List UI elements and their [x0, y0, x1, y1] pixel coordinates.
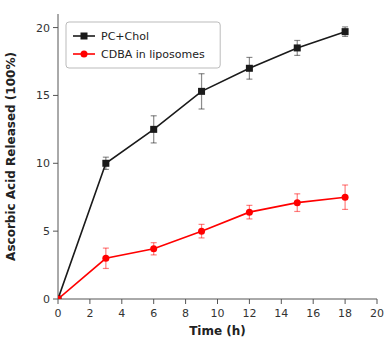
y-tick-label: 20: [36, 22, 50, 35]
error-cap: [294, 55, 300, 56]
legend-box: [66, 22, 220, 68]
axes: 0 2 4 6 8 10 12 14 16 18 20 0 5 10 15 20: [36, 14, 384, 320]
x-tick-label: 20: [370, 307, 384, 320]
y-tick: [53, 163, 58, 164]
error-bar: [103, 248, 109, 268]
x-tick-label: 18: [338, 307, 352, 320]
error-bar: [151, 116, 157, 143]
error-cap: [246, 218, 252, 219]
x-tick: [281, 299, 282, 304]
error-bar: [199, 74, 205, 109]
error-cap: [199, 237, 205, 238]
y-tick: [53, 299, 58, 300]
y-tick-label: 10: [36, 157, 50, 170]
x-tick-label: 6: [150, 307, 157, 320]
legend-marker: [81, 51, 88, 58]
error-cap: [294, 211, 300, 212]
x-tick: [345, 299, 346, 304]
error-bar: [294, 40, 300, 55]
y-axis-label: Ascorbic Acid Released (100%): [4, 52, 18, 261]
error-cap: [246, 205, 252, 206]
error-cap: [294, 193, 300, 194]
x-tick: [153, 299, 154, 304]
point: [102, 160, 109, 167]
error-cap: [151, 242, 157, 243]
y-tick-label: 15: [36, 89, 50, 102]
error-bar: [199, 224, 205, 238]
x-tick: [377, 299, 378, 304]
y-axis-line: [58, 14, 59, 299]
x-tick: [89, 299, 90, 304]
x-tick: [249, 299, 250, 304]
y-tick: [53, 231, 58, 232]
x-tick: [313, 299, 314, 304]
x-tick: [217, 299, 218, 304]
error-cap: [246, 57, 252, 58]
point: [246, 65, 253, 72]
error-bar: [246, 57, 252, 79]
point: [246, 209, 253, 216]
error-cap: [246, 79, 252, 80]
x-tick-label: 10: [211, 307, 225, 320]
error-bar: [294, 194, 300, 212]
error-cap: [103, 157, 109, 158]
x-tick-label: 0: [55, 307, 62, 320]
error-bar: [151, 243, 157, 255]
error-cap: [199, 73, 205, 74]
error-bar: [342, 27, 348, 37]
x-axis-line: [58, 299, 377, 300]
point: [150, 126, 157, 133]
error-cap: [294, 40, 300, 41]
x-tick: [121, 299, 122, 304]
error-cap: [151, 142, 157, 143]
error-cap: [342, 184, 348, 185]
x-tick: [185, 299, 186, 304]
legend-label: CDBA in liposomes: [101, 48, 205, 61]
point: [150, 245, 157, 252]
x-tick: [58, 299, 59, 304]
point: [294, 44, 301, 51]
error-bar: [246, 205, 252, 219]
error-cap: [199, 224, 205, 225]
point: [198, 88, 205, 95]
error-cap: [151, 115, 157, 116]
x-tick-label: 2: [86, 307, 93, 320]
point: [342, 28, 349, 35]
error-cap: [342, 26, 348, 27]
x-axis-label: Time (h): [189, 324, 246, 338]
legend-label: PC+Chol: [101, 30, 149, 43]
error-bar: [342, 185, 348, 209]
y-tick-label: 5: [43, 225, 50, 238]
error-cap: [151, 254, 157, 255]
legend: PC+Chol CDBA in liposomes: [66, 22, 220, 68]
x-tick-label: 4: [118, 307, 125, 320]
x-tick-label: 12: [242, 307, 256, 320]
point: [198, 228, 205, 235]
x-tick-label: 16: [306, 307, 320, 320]
chart: 0 2 4 6 8 10 12 14 16 18 20 0 5 10 15 20 Time (h) Ascorbi…: [0, 0, 391, 345]
point: [58, 296, 62, 300]
error-cap: [342, 36, 348, 37]
error-cap: [103, 248, 109, 249]
x-tick-label: 14: [274, 307, 288, 320]
y-tick: [53, 95, 58, 96]
error-cap: [103, 268, 109, 269]
error-cap: [199, 108, 205, 109]
y-tick-label: 0: [43, 293, 50, 306]
point: [342, 194, 349, 201]
x-tick-label: 8: [182, 307, 189, 320]
series: [58, 185, 349, 299]
error-cap: [342, 209, 348, 210]
series-line: [58, 32, 345, 299]
series-line: [58, 197, 345, 299]
point: [102, 255, 109, 262]
y-tick: [53, 27, 58, 28]
legend-marker: [81, 33, 88, 40]
point: [294, 199, 301, 206]
